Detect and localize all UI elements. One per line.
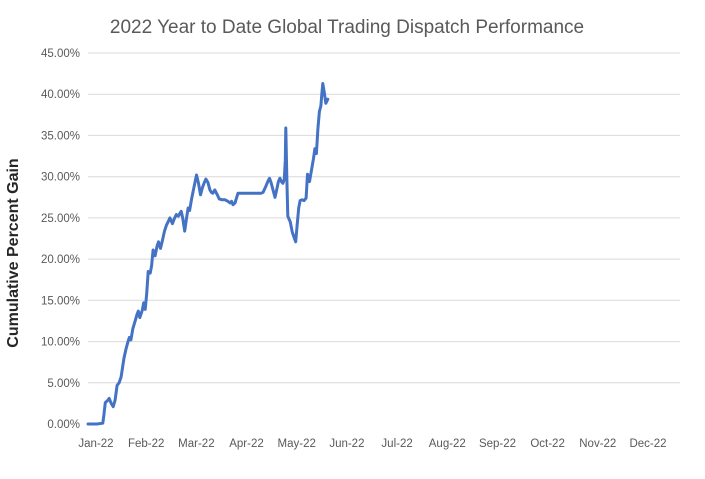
- y-tick-label: 20.00%: [41, 254, 80, 266]
- x-tick-label: Jan-22: [78, 438, 113, 450]
- x-tick-label: Jun-22: [329, 438, 364, 450]
- x-axis-tick-labels: Jan-22 Feb-22 Mar-22 Apr-22 May-22 Jun-22 Jul-…: [78, 438, 666, 450]
- performance-line-series: [86, 82, 330, 426]
- x-tick-label: Jul-22: [381, 438, 412, 450]
- y-tick-label: 15.00%: [41, 295, 80, 307]
- y-tick-label: 25.00%: [41, 213, 80, 225]
- y-tick-label: 45.00%: [41, 48, 80, 60]
- x-tick-label: Oct-22: [530, 438, 565, 450]
- x-tick-label: Dec-22: [629, 438, 666, 450]
- x-tick-label: Aug-22: [429, 438, 466, 450]
- y-tick-label: 35.00%: [41, 130, 80, 142]
- y-tick-label: 40.00%: [41, 89, 80, 101]
- y-tick-label: 30.00%: [41, 172, 80, 184]
- chart-title: 2022 Year to Date Global Trading Dispatc…: [110, 17, 584, 38]
- y-tick-label: 5.00%: [47, 378, 80, 390]
- x-tick-label: Feb-22: [128, 438, 164, 450]
- y-axis-title: Cumulative Percent Gain: [5, 158, 22, 347]
- y-tick-label: 10.00%: [41, 337, 80, 349]
- y-axis-tick-labels: 0.00% 5.00% 10.00% 15.00% 20.00% 25.00% 30.00%…: [41, 48, 80, 431]
- x-tick-label: Sep-22: [479, 438, 516, 450]
- x-tick-label: Nov-22: [579, 438, 616, 450]
- x-tick-label: May-22: [278, 438, 316, 450]
- x-tick-label: Apr-22: [229, 438, 264, 450]
- x-tick-label: Mar-22: [178, 438, 214, 450]
- y-tick-label: 0.00%: [47, 419, 80, 431]
- gridlines: [88, 52, 680, 384]
